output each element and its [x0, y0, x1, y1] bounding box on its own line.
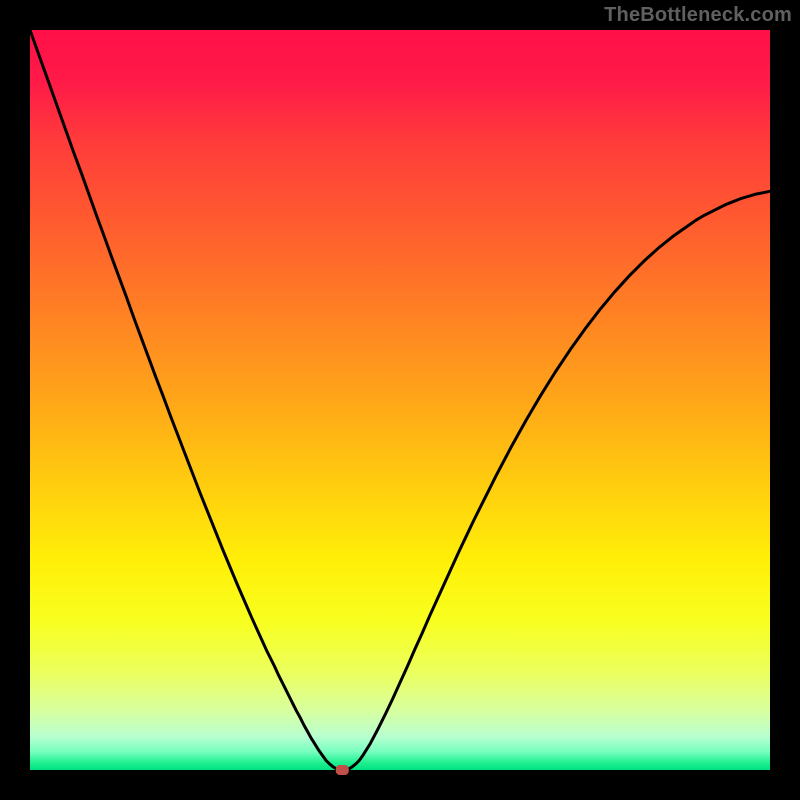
optimal-point-marker: [336, 765, 349, 775]
chart-container: TheBottleneck.com: [0, 0, 800, 800]
watermark-text: TheBottleneck.com: [604, 4, 792, 27]
plot-background: [30, 30, 770, 770]
bottleneck-chart: [0, 0, 800, 800]
